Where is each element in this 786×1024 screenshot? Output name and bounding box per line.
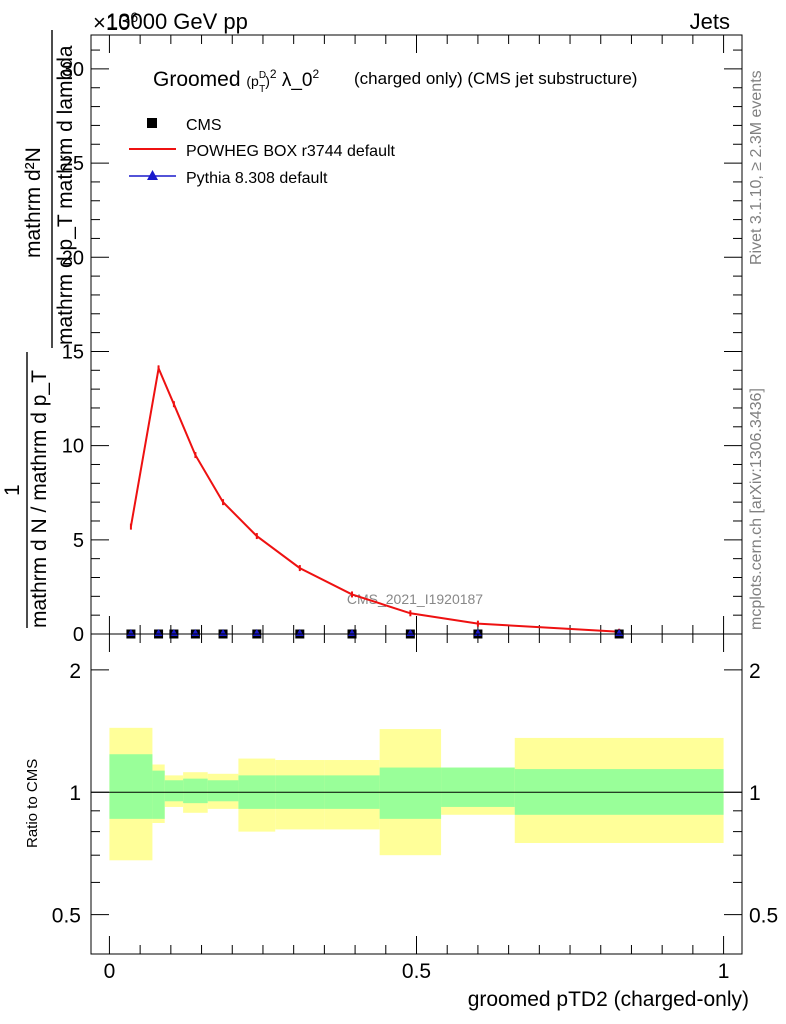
- ratio-bands: [91, 727, 742, 861]
- ylabel-numerator: mathrm d²N: [22, 147, 45, 258]
- x-axis-label: groomed pTD2 (charged-only): [468, 988, 749, 1011]
- rivet-version: Rivet 3.1.10, ≥ 2.3M events: [748, 70, 765, 265]
- ratio-y-tick-label: 0.5: [52, 905, 81, 928]
- ylabel-prefactor-den: mathrm d N / mathrm d p_T: [28, 370, 51, 628]
- legend-powheg-label: POWHEG BOX r3744 default: [186, 143, 396, 160]
- ratio-y-tick-label: 1: [69, 782, 81, 805]
- ratio-inner-band: [379, 767, 442, 819]
- legend-cms-marker: [147, 118, 157, 128]
- main-y-axis-label: mathrm d²N mathrm d p_T mathrm d lambda …: [1, 30, 77, 628]
- y-exponent: ×106: [93, 9, 138, 35]
- legend-pythia-label: Pythia 8.308 default: [186, 170, 328, 187]
- x-tick-label: 0.5: [402, 960, 431, 983]
- legend-cms-label: CMS: [186, 117, 222, 134]
- process-label: Jets: [690, 9, 730, 34]
- ratio-inner-band: [152, 770, 165, 819]
- ratio-inner-band: [183, 778, 208, 804]
- ylabel-denominator: mathrm d p_T mathrm d lambda: [54, 45, 77, 345]
- main-axes: 0 5 10 15 20 25 30: [62, 35, 742, 646]
- energy-label: 13000 GeV pp: [106, 9, 248, 34]
- main-y-tick-label: 0: [73, 624, 84, 646]
- ratio-y-tick-label-right: 0.5: [749, 905, 778, 928]
- main-y-tick-label: 30: [62, 59, 84, 81]
- main-y-tick-label: 15: [62, 341, 84, 363]
- ratio-axes: 0.5 0.5 1 1 2 2 0 0.5 1: [52, 634, 778, 983]
- ratio-inner-band: [164, 780, 184, 802]
- main-title-suffix: (charged only) (CMS jet substructure): [354, 69, 637, 88]
- ratio-inner-band: [207, 780, 239, 802]
- main-y-tick-label: 20: [62, 247, 84, 269]
- ratio-y-axis-label: Ratio to CMS: [24, 759, 41, 848]
- ratio-inner-band: [109, 754, 153, 819]
- x-tick-label: 0: [104, 960, 116, 983]
- ratio-y-tick-label: 2: [69, 660, 81, 683]
- legend: CMS POWHEG BOX r3744 default Pythia 8.30…: [129, 117, 396, 187]
- ylabel-prefactor-num: 1: [1, 484, 24, 496]
- ratio-inner-band: [441, 767, 515, 807]
- main-y-tick-label: 5: [73, 530, 84, 552]
- mcplots-credit: mcplots.cern.ch [arXiv:1306.3436]: [748, 388, 765, 630]
- main-y-tick-label: 10: [62, 436, 84, 458]
- x-tick-label: 1: [718, 960, 730, 983]
- ratio-y-tick-label-right: 2: [749, 660, 761, 683]
- legend-pythia-marker: [147, 170, 158, 180]
- main-y-tick-label: 25: [62, 153, 84, 175]
- ratio-y-tick-label-right: 1: [749, 782, 761, 805]
- main-title: Groomed (pD T)2 λ_02: [153, 67, 319, 95]
